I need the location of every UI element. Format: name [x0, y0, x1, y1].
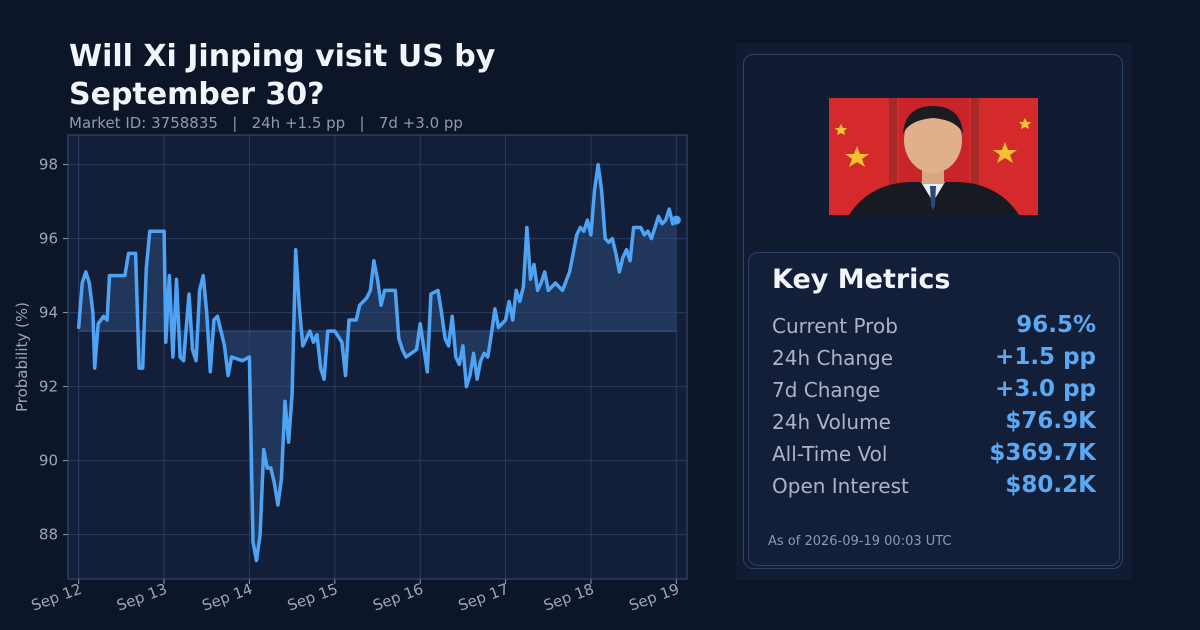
market-subtitle: Market ID: 3758835 | 24h +1.5 pp | 7d +3…: [69, 114, 463, 132]
key-metrics-box: [748, 252, 1120, 566]
x-tick-label: Sep 19: [627, 580, 682, 615]
metric-row-all-time-vol: All-Time Vol $369.7K: [772, 440, 1096, 474]
probability-chart: 88 90 92 94 96 98 Sep 12 Sep 13 Sep 14 Sep 15 Sep …: [13, 134, 688, 615]
metric-value: +3.0 pp: [995, 376, 1096, 402]
metric-value: $76.9K: [1005, 408, 1096, 434]
x-tick-label: Sep 12: [29, 580, 84, 615]
metric-value: $369.7K: [989, 440, 1096, 466]
metrics-panel-frame: [743, 54, 1123, 569]
y-tick-label: 88: [39, 526, 58, 544]
metric-row-7d-change: 7d Change +3.0 pp: [772, 376, 1096, 410]
last-point-marker: [671, 215, 681, 225]
x-tick-label: Sep 17: [456, 580, 511, 615]
plot-frame: [67, 134, 688, 580]
area-fill: [78, 164, 677, 561]
y-tick-label: 96: [39, 230, 58, 248]
y-axis-label: Probability (%): [13, 302, 31, 412]
metric-value: 96.5%: [1016, 312, 1096, 338]
x-tick-label: Sep 15: [285, 580, 340, 615]
metric-label: Current Prob: [772, 314, 898, 338]
metric-value: +1.5 pp: [995, 344, 1096, 370]
key-metrics-title: Key Metrics: [772, 264, 951, 295]
metric-row-open-interest: Open Interest $80.2K: [772, 472, 1096, 506]
y-tick-label: 92: [39, 378, 58, 396]
metric-value: $80.2K: [1005, 472, 1096, 498]
metric-row-24h-volume: 24h Volume $76.9K: [772, 408, 1096, 442]
page-title: Will Xi Jinping visit US by September 30…: [69, 39, 496, 112]
metric-label: 24h Volume: [772, 410, 891, 434]
metric-row-24h-change: 24h Change +1.5 pp: [772, 344, 1096, 378]
as-of-timestamp: As of 2026-09-19 00:03 UTC: [768, 534, 952, 549]
series-line: [76, 162, 679, 563]
portrait-image: [829, 98, 1038, 215]
y-tick-label: 94: [39, 304, 58, 322]
metric-label: 7d Change: [772, 378, 881, 402]
metric-label: 24h Change: [772, 346, 894, 370]
metric-label: Open Interest: [772, 474, 909, 498]
metric-label: All-Time Vol: [772, 442, 888, 466]
x-tick-label: Sep 13: [114, 580, 169, 615]
x-tick-label: Sep 16: [370, 580, 425, 615]
y-tick-label: 98: [39, 156, 58, 174]
x-tick-label: Sep 14: [200, 580, 255, 615]
y-tick-label: 90: [39, 452, 58, 470]
metric-row-current-prob: Current Prob 96.5%: [772, 312, 1096, 346]
x-tick-label: Sep 18: [541, 580, 596, 615]
